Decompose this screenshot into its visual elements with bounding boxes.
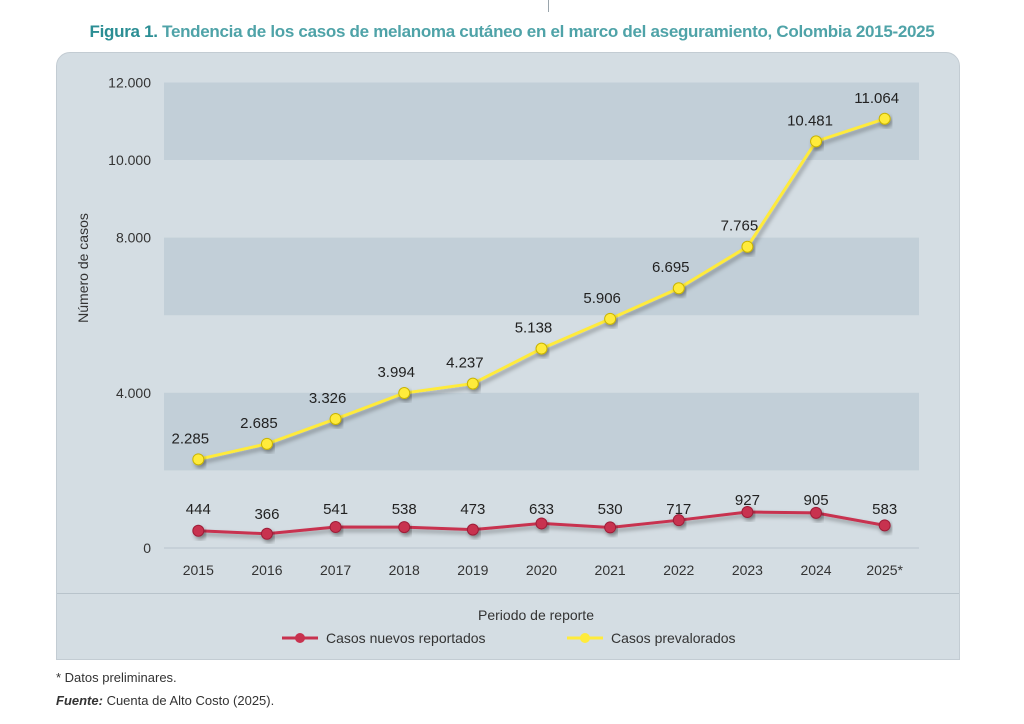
data-point xyxy=(398,387,411,400)
data-point xyxy=(260,527,273,540)
data-point xyxy=(192,524,205,537)
x-tick-label: 2024 xyxy=(800,562,831,578)
grid-band xyxy=(164,392,919,471)
source-note: Fuente: Cuenta de Alto Costo (2025). xyxy=(56,693,274,708)
data-point xyxy=(810,506,823,519)
figure-title-text: Tendencia de los casos de melanoma cután… xyxy=(162,22,935,41)
data-label: 3.326 xyxy=(309,390,347,407)
legend-casos-prevalorados-marker xyxy=(580,633,590,643)
top-tick-mark xyxy=(548,0,549,12)
y-tick-label: 0 xyxy=(143,540,151,556)
x-tick-label: 2022 xyxy=(663,562,694,578)
data-label: 538 xyxy=(392,501,417,518)
data-point xyxy=(260,437,273,450)
data-point xyxy=(604,312,617,325)
legend-casos-nuevos-label: Casos nuevos reportados xyxy=(326,630,486,646)
x-tick-label: 2021 xyxy=(595,562,626,578)
data-label: 2.685 xyxy=(240,415,278,432)
legend-casos-prevalorados-label: Casos prevalorados xyxy=(611,630,736,646)
x-tick-label: 2015 xyxy=(183,562,214,578)
legend-casos-nuevos-marker xyxy=(295,633,305,643)
data-label: 3.994 xyxy=(377,364,415,381)
source-text: Cuenta de Alto Costo (2025). xyxy=(102,693,275,708)
y-tick-label: 4.000 xyxy=(116,385,151,401)
x-tick-label: 2016 xyxy=(251,562,282,578)
chart-panel: 0 4.000 8.000 10.000 12.000 Número de casos 20… xyxy=(56,52,960,660)
data-point xyxy=(810,135,823,148)
data-label: 6.695 xyxy=(652,259,690,276)
x-tick-label: 2018 xyxy=(389,562,420,578)
figure-title: Figura 1. Tendencia de los casos de mela… xyxy=(0,22,1024,42)
chart-footer-band xyxy=(57,593,959,659)
line-chart: 0 4.000 8.000 10.000 12.000 Número de casos 20… xyxy=(75,75,919,646)
data-label: 366 xyxy=(254,506,279,523)
data-label: 530 xyxy=(598,501,623,518)
data-point xyxy=(329,521,342,534)
x-tick-label: 2019 xyxy=(457,562,488,578)
x-tick-label: 2025* xyxy=(866,562,903,578)
data-point xyxy=(741,240,754,253)
data-label: 583 xyxy=(872,501,897,518)
data-label: 5.906 xyxy=(583,290,621,307)
y-tick-label: 8.000 xyxy=(116,230,151,246)
source-label: Fuente: xyxy=(56,693,103,708)
data-label: 927 xyxy=(735,492,760,509)
y-tick-label: 12.000 xyxy=(108,75,151,91)
x-tick-label: 2020 xyxy=(526,562,557,578)
figure-label: Figura 1. xyxy=(89,22,158,41)
data-point xyxy=(878,112,891,125)
data-label: 2.285 xyxy=(172,430,210,447)
data-point xyxy=(535,342,548,355)
x-tick-label: 2017 xyxy=(320,562,351,578)
data-label: 541 xyxy=(323,501,348,518)
data-point xyxy=(672,282,685,295)
y-tick-label: 10.000 xyxy=(108,152,151,168)
x-tick-label: 2023 xyxy=(732,562,763,578)
data-label: 4.237 xyxy=(446,355,484,372)
y-axis-label: Número de casos xyxy=(75,213,91,323)
data-point xyxy=(741,506,754,519)
data-point xyxy=(466,377,479,390)
data-label: 717 xyxy=(666,501,691,518)
data-point xyxy=(466,523,479,536)
grid-band xyxy=(164,82,919,160)
data-label: 905 xyxy=(804,492,829,509)
data-point xyxy=(329,412,342,425)
grid-band xyxy=(164,237,919,316)
data-label: 633 xyxy=(529,501,554,518)
data-point xyxy=(672,514,685,527)
data-point xyxy=(192,453,205,466)
data-label: 7.765 xyxy=(721,218,759,235)
data-label: 444 xyxy=(186,501,211,518)
data-label: 5.138 xyxy=(515,320,553,337)
data-label: 473 xyxy=(460,501,485,518)
data-label: 11.064 xyxy=(854,90,899,107)
data-point xyxy=(604,521,617,534)
x-axis-label: Periodo de reporte xyxy=(478,607,594,623)
data-point xyxy=(398,521,411,534)
data-label: 10.481 xyxy=(787,112,833,129)
data-point xyxy=(535,517,548,530)
data-point xyxy=(878,519,891,532)
preliminary-note: * Datos preliminares. xyxy=(56,670,177,685)
